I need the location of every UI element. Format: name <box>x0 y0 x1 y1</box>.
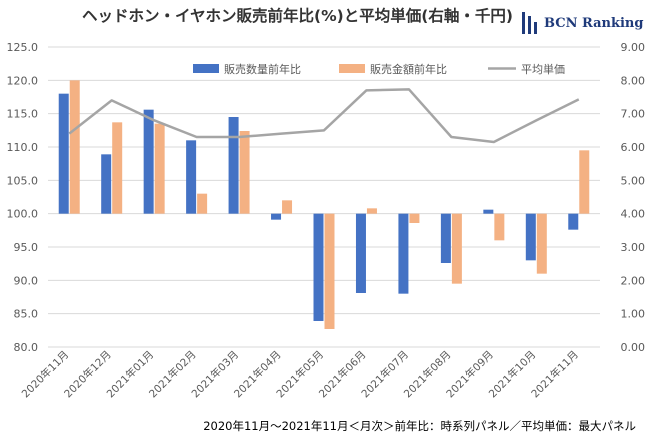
legend-swatch-units <box>193 64 219 73</box>
revenue-bar <box>197 193 208 214</box>
revenue-bar <box>69 80 80 214</box>
units-bar <box>568 213 579 230</box>
y-tick-label: 115.0 <box>7 108 39 121</box>
units-bar <box>101 154 112 214</box>
y2-tick-label: 7.00 <box>621 108 646 121</box>
revenue-bar <box>282 200 293 214</box>
y-tick-label: 90.0 <box>14 274 39 287</box>
y-tick-label: 110.0 <box>7 141 39 154</box>
units-bar <box>483 209 494 214</box>
revenue-bar <box>324 213 335 329</box>
legend-label-revenue: 販売金額前年比 <box>370 62 447 76</box>
y2-tick-label: 8.00 <box>621 74 646 87</box>
revenue-bar <box>154 123 165 214</box>
y-tick-label: 105.0 <box>7 174 39 187</box>
revenue-bar <box>366 208 377 214</box>
legend-label-units: 販売数量前年比 <box>224 62 301 76</box>
y2-tick-label: 1.00 <box>621 308 646 321</box>
y-tick-label: 80.0 <box>14 341 39 354</box>
brand-name: BCN Ranking <box>544 15 644 31</box>
bcn-logo-icon <box>522 12 538 34</box>
units-bar <box>228 117 239 214</box>
revenue-bar <box>409 213 420 223</box>
y-axis-right: 9.00 8.00 7.00 6.00 5.00 4.00 3.00 2.00 1.00 0.00 <box>621 41 646 354</box>
y-tick-label: 100.0 <box>7 208 39 221</box>
revenue-bar <box>579 150 590 214</box>
x-axis: 2020年11月2020年12月2021年01月2021年02月2021年03月… <box>19 348 581 400</box>
y2-tick-label: 0.00 <box>621 341 646 354</box>
revenue-bar <box>494 213 505 241</box>
gridlines <box>48 46 600 348</box>
y-tick-label: 85.0 <box>14 308 39 321</box>
revenue-bar <box>239 131 250 214</box>
y-tick-label: 120.0 <box>7 74 39 87</box>
line-series <box>68 88 580 144</box>
units-bar <box>58 93 69 214</box>
y2-tick-label: 5.00 <box>621 174 646 187</box>
units-bar <box>143 109 154 214</box>
units-bar <box>313 213 324 321</box>
y2-tick-label: 4.00 <box>621 208 646 221</box>
y2-tick-label: 3.00 <box>621 241 646 254</box>
chart-title: ヘッドホン・イヤホン販売前年比(%)と平均単価(右軸・千円) <box>82 7 513 25</box>
y2-tick-label: 6.00 <box>621 141 646 154</box>
revenue-bar <box>451 213 462 284</box>
y2-tick-label: 2.00 <box>621 274 646 287</box>
footnote: 2020年11月～2021年11月＜月次＞前年比：時系列パネル／平均単価：最大パ… <box>203 419 636 433</box>
revenue-bar <box>112 122 123 214</box>
y-tick-label: 125.0 <box>7 41 39 54</box>
units-bar <box>186 140 197 214</box>
legend-label-avg-price: 平均単価 <box>521 62 565 76</box>
units-bar <box>440 213 451 263</box>
y2-tick-label: 9.00 <box>621 41 646 54</box>
revenue-bar <box>536 213 547 274</box>
bar-series <box>58 80 590 329</box>
legend: 販売数量前年比 販売金額前年比 平均単価 <box>193 62 565 76</box>
units-bar <box>525 213 536 261</box>
units-bar <box>355 213 366 293</box>
legend-swatch-revenue <box>339 64 365 73</box>
units-bar <box>271 213 282 220</box>
brand-logo: BCN Ranking <box>522 10 643 36</box>
y-axis-left: 125.0 120.0 115.0 110.0 105.0 100.0 95.0 90.0 85… <box>7 41 39 354</box>
avg-price-line <box>68 88 580 144</box>
y-tick-label: 95.0 <box>14 241 39 254</box>
units-bar <box>398 213 409 294</box>
